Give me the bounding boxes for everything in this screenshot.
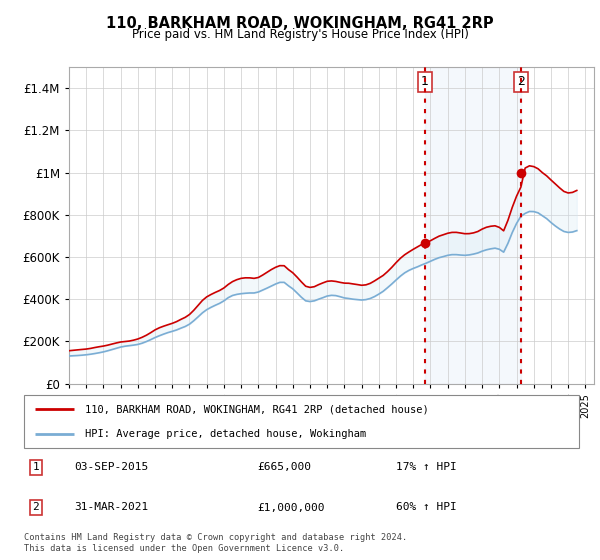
Text: 110, BARKHAM ROAD, WOKINGHAM, RG41 2RP (detached house): 110, BARKHAM ROAD, WOKINGHAM, RG41 2RP (…: [85, 404, 429, 414]
Text: Contains HM Land Registry data © Crown copyright and database right 2024.: Contains HM Land Registry data © Crown c…: [24, 533, 407, 542]
Text: 1: 1: [421, 76, 429, 88]
FancyBboxPatch shape: [24, 395, 579, 448]
Text: HPI: Average price, detached house, Wokingham: HPI: Average price, detached house, Woki…: [85, 428, 366, 438]
Text: 03-SEP-2015: 03-SEP-2015: [74, 463, 148, 473]
Text: 60% ↑ HPI: 60% ↑ HPI: [396, 502, 457, 512]
Bar: [425, 67, 521, 384]
Text: 1: 1: [32, 463, 39, 473]
Text: 17% ↑ HPI: 17% ↑ HPI: [396, 463, 457, 473]
Text: £665,000: £665,000: [257, 463, 311, 473]
Text: £1,000,000: £1,000,000: [257, 502, 325, 512]
Text: This data is licensed under the Open Government Licence v3.0.: This data is licensed under the Open Gov…: [24, 544, 344, 553]
Text: Price paid vs. HM Land Registry's House Price Index (HPI): Price paid vs. HM Land Registry's House …: [131, 28, 469, 41]
Text: 31-MAR-2021: 31-MAR-2021: [74, 502, 148, 512]
Text: 2: 2: [517, 76, 525, 88]
Text: 2: 2: [32, 502, 39, 512]
Text: 110, BARKHAM ROAD, WOKINGHAM, RG41 2RP: 110, BARKHAM ROAD, WOKINGHAM, RG41 2RP: [106, 16, 494, 31]
